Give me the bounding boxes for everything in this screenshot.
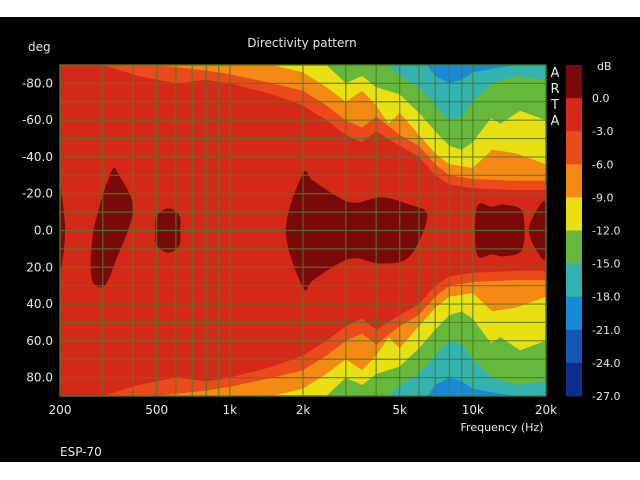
colorbar-tick-label: -18.0 xyxy=(592,291,620,304)
x-tick-label: 5k xyxy=(392,403,407,417)
x-tick-label: 2k xyxy=(296,403,311,417)
y-tick-label: -40.0 xyxy=(22,150,53,164)
colorbar-tick-label: -21.0 xyxy=(592,324,620,337)
y-tick-label: 0.0 xyxy=(34,224,53,238)
axes: 200 500 1k 2k 5k 10k 20k -80.0 -60.0 -40.0 -20.0 0.… xyxy=(22,76,557,417)
colorbar-swatch xyxy=(566,263,582,298)
colorbar-swatch xyxy=(566,65,582,99)
watermark-letter: A xyxy=(551,114,560,129)
colorbar-tick-label: -24.0 xyxy=(592,357,620,370)
colorbar-unit: dB xyxy=(597,60,612,73)
colorbar-tick-label: -6.0 xyxy=(592,158,613,171)
colorbar-swatch xyxy=(566,131,582,165)
colorbar-swatch xyxy=(566,98,582,132)
y-axis-label: deg xyxy=(28,40,51,54)
grid xyxy=(59,64,547,397)
watermark-letter: R xyxy=(550,82,559,97)
watermark-letter: T xyxy=(550,98,559,113)
colorbar-tick-label: -9.0 xyxy=(592,191,613,204)
y-tick-label: 20.0 xyxy=(26,260,53,274)
chart-title: Directivity pattern xyxy=(247,36,356,50)
colorbar-swatch xyxy=(566,230,582,265)
colorbar-tick-label: -3.0 xyxy=(592,125,613,138)
colorbar-swatch xyxy=(566,329,582,364)
colorbar-swatch xyxy=(566,197,582,231)
lobe-0db-0 xyxy=(90,167,134,288)
colorbar-tick-label: -15.0 xyxy=(592,258,620,271)
colorbar: 0.0 -3.0 -6.0 -9.0 -12.0 -15.0 -18.0 -21.0 -24.0… xyxy=(566,65,620,403)
colorbar-swatch xyxy=(566,296,582,331)
colorbar-swatch xyxy=(566,164,582,198)
y-tick-label: -20.0 xyxy=(22,187,53,201)
x-tick-label: 10k xyxy=(462,403,484,417)
y-tick-label: 60.0 xyxy=(26,334,53,348)
contour-band-upper-4 xyxy=(388,65,546,121)
colorbar-tick-label: -12.0 xyxy=(592,225,620,238)
y-tick-label: -80.0 xyxy=(22,76,53,90)
x-tick-label: 1k xyxy=(223,403,238,417)
y-tick-label: 40.0 xyxy=(26,297,53,311)
contour-band-upper-3 xyxy=(326,65,546,150)
colorbar-tick-label: 0.0 xyxy=(592,92,610,105)
plot-border xyxy=(59,64,547,397)
watermark-letter: A xyxy=(551,66,560,81)
y-tick-label: -60.0 xyxy=(22,113,53,127)
x-tick-label: 200 xyxy=(49,403,72,417)
y-tick-label: 80.0 xyxy=(26,371,53,385)
x-tick-label: 500 xyxy=(145,403,168,417)
footer-label: ESP-70 xyxy=(60,445,102,459)
contour-band-lower-4 xyxy=(388,340,546,396)
colorbar-tick-label: -27.0 xyxy=(592,390,620,403)
contour-band-lower-3 xyxy=(326,311,546,396)
x-axis-label: Frequency (Hz) xyxy=(461,421,544,434)
directivity-chart: Directivity pattern deg Frequency (Hz) E… xyxy=(0,17,640,462)
chart-canvas: Directivity pattern deg Frequency (Hz) E… xyxy=(22,36,621,459)
colorbar-swatch xyxy=(566,362,582,397)
x-tick-label: 20k xyxy=(535,403,557,417)
